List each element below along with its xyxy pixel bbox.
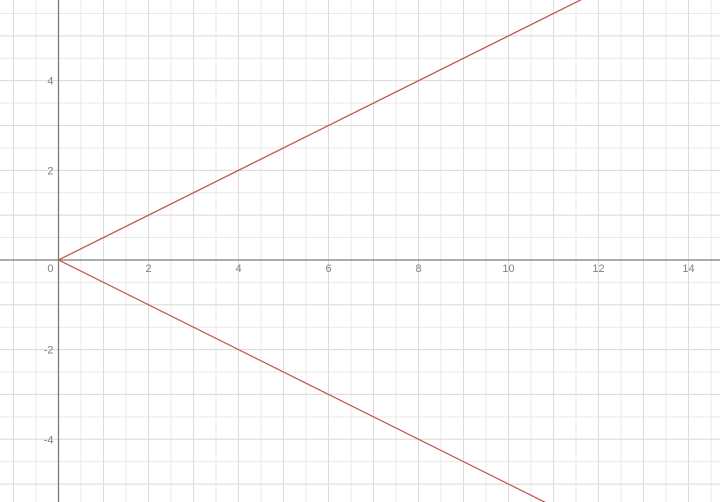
y-tick-label: -2 xyxy=(44,345,54,357)
y-tick-label: 4 xyxy=(47,76,53,88)
x-tick-label: 12 xyxy=(592,263,604,275)
x-tick-label: 14 xyxy=(682,263,694,275)
x-tick-label: 2 xyxy=(145,263,151,275)
chart-bg xyxy=(0,0,720,502)
x-tick-label: 4 xyxy=(235,263,241,275)
y-tick-label: 2 xyxy=(47,165,53,177)
origin-label: 0 xyxy=(47,263,53,275)
y-tick-label: -4 xyxy=(44,434,54,446)
x-tick-label: 8 xyxy=(415,263,421,275)
x-tick-label: 10 xyxy=(502,263,514,275)
xy-line-chart: 2468101214-4-22460 xyxy=(0,0,720,502)
x-tick-label: 6 xyxy=(325,263,331,275)
